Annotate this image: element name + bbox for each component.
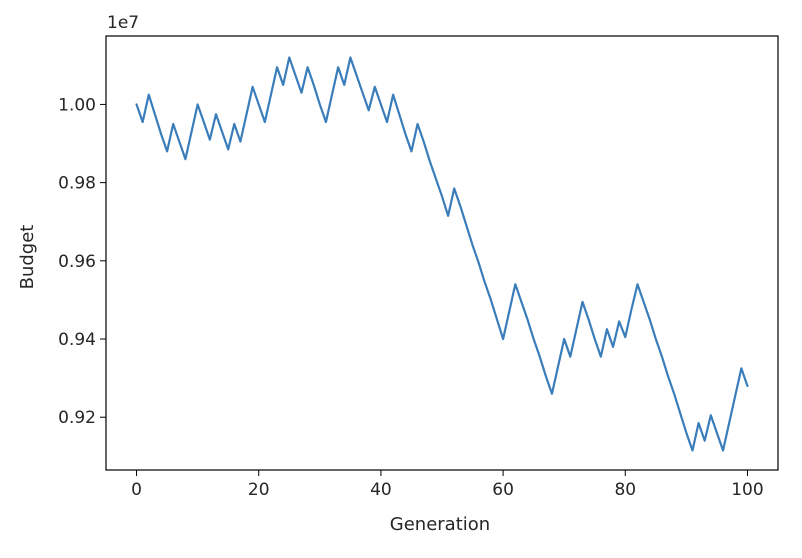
axis-ticks: 0 20 40 60 80 100 0.92 0.94 0.96 0.98 1.00 (58, 95, 764, 500)
x-tick-label: 100 (731, 480, 763, 500)
y-tick-label: 0.94 (58, 330, 96, 350)
y-tick-label: 0.96 (58, 252, 96, 272)
x-tick-label: 0 (131, 480, 142, 500)
y-tick-label: 0.92 (58, 408, 96, 428)
y-axis-label: Budget (17, 225, 38, 290)
x-tick-label: 20 (248, 480, 270, 500)
y-tick-label: 0.98 (58, 174, 96, 194)
x-axis-label: Generation (390, 514, 490, 535)
y-tick-label: 1.00 (58, 95, 96, 115)
x-tick-label: 80 (614, 480, 636, 500)
x-tick-label: 60 (492, 480, 514, 500)
budget-series-line (137, 58, 748, 451)
y-axis-offset-label: 1e7 (107, 13, 139, 33)
x-tick-label: 40 (370, 480, 392, 500)
series-points (137, 57, 748, 450)
